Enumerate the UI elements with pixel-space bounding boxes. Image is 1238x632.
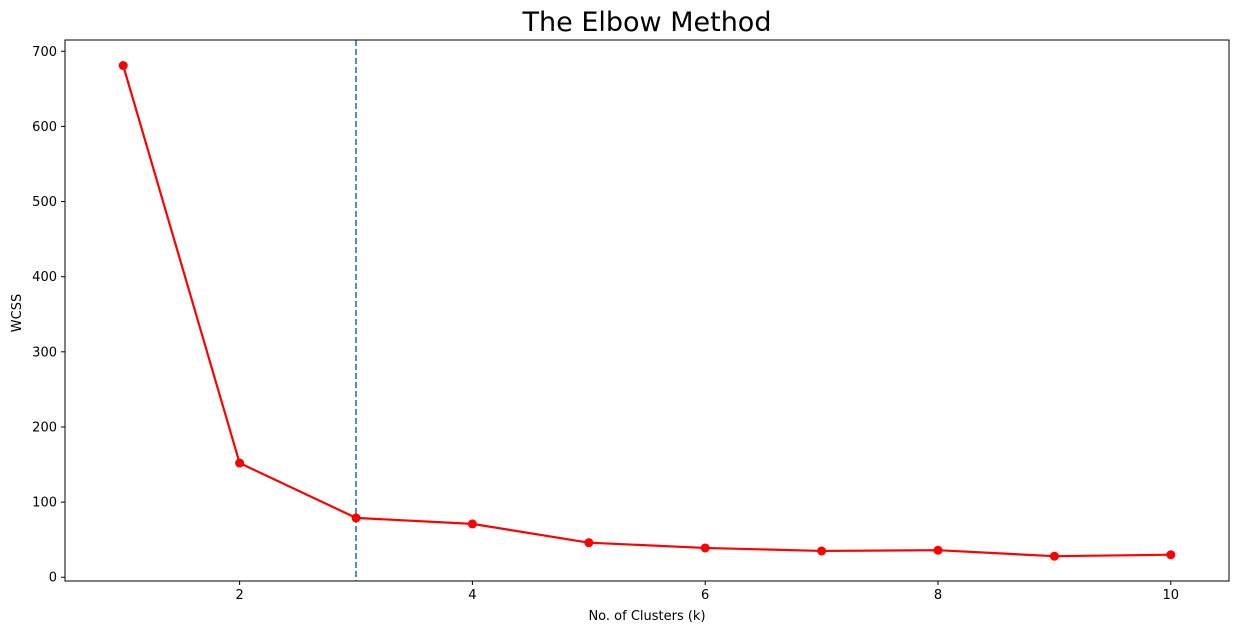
y-axis-label: WCSS <box>10 294 25 332</box>
data-point <box>700 543 710 553</box>
x-tick-label: 8 <box>934 588 942 603</box>
x-tick-label: 4 <box>468 588 476 603</box>
x-tick-label: 2 <box>235 588 243 603</box>
y-tick-label: 300 <box>32 345 57 360</box>
data-point <box>235 458 245 468</box>
data-point <box>118 61 128 71</box>
y-tick-label: 0 <box>49 571 57 586</box>
y-tick-label: 700 <box>32 45 57 60</box>
plot-area <box>118 40 1176 581</box>
data-point <box>467 519 477 529</box>
data-point <box>1166 550 1176 560</box>
x-tick-label: 10 <box>1163 588 1180 603</box>
y-axis: 0 100 200 300 400 500 600 700 <box>32 45 65 586</box>
x-axis-label: No. of Clusters (k) <box>588 609 705 624</box>
y-tick-label: 500 <box>32 195 57 210</box>
x-tick-label: 6 <box>701 588 709 603</box>
data-point <box>351 513 361 523</box>
data-point <box>584 538 594 548</box>
data-point <box>933 545 943 555</box>
data-point <box>1049 551 1059 561</box>
axes-frame <box>64 39 1230 582</box>
y-tick-label: 600 <box>32 120 57 135</box>
data-point <box>817 546 827 556</box>
chart-title: The Elbow Method <box>522 7 772 38</box>
x-axis: 2 4 6 8 10 <box>235 581 1179 603</box>
y-tick-label: 400 <box>32 270 57 285</box>
y-tick-label: 100 <box>32 496 57 511</box>
series-line <box>122 65 1171 558</box>
y-tick-label: 200 <box>32 420 57 435</box>
